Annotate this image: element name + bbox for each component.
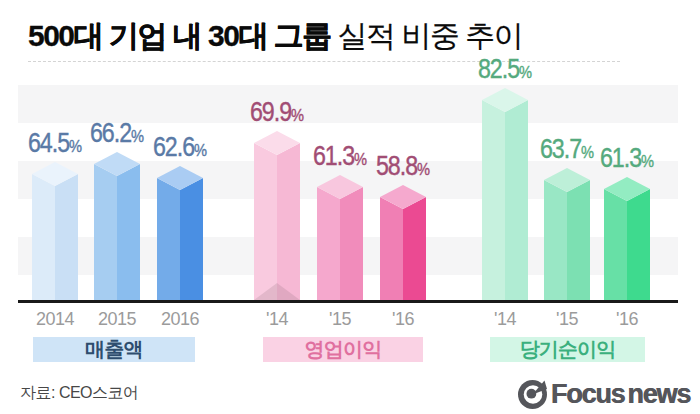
category-band-매출액: 매출액 xyxy=(33,337,195,362)
x-axis-label: 2015 xyxy=(82,309,152,330)
value-label: 62.6% xyxy=(128,134,231,164)
title-main: 500대 기업 내 30대 그룹 xyxy=(28,19,331,52)
x-axis-label: '16 xyxy=(368,309,438,330)
x-axis-label: '16 xyxy=(592,309,662,330)
infographic: 500대 기업 내 30대 그룹 실적 비중 추이 64.5%201466.2%… xyxy=(0,0,700,414)
focusnews-e-icon xyxy=(518,380,547,409)
value-label: 82.5% xyxy=(453,56,556,86)
bar-당기순이익-'16 xyxy=(604,177,650,300)
bar-당기순이익-'15 xyxy=(544,168,590,300)
category-band-당기순이익: 당기순이익 xyxy=(490,337,645,362)
bar-영업이익-'15 xyxy=(317,175,363,300)
value-label: 58.8% xyxy=(351,153,454,183)
x-axis-label: '14 xyxy=(242,309,312,330)
x-axis-label: '15 xyxy=(305,309,375,330)
value-label: 61.3% xyxy=(575,145,678,175)
chart-baseline xyxy=(18,300,678,303)
source-label: 자료: CEO스코어 xyxy=(20,383,139,404)
page-title: 500대 기업 내 30대 그룹 실적 비중 추이 xyxy=(28,16,522,57)
bar-매출액-2014 xyxy=(32,162,78,300)
x-axis-label: '14 xyxy=(470,309,540,330)
focusnews-logo-text: Focusnews xyxy=(551,379,690,410)
bar-영업이익-'16 xyxy=(380,185,426,300)
bar-매출액-2015 xyxy=(94,152,140,300)
value-label: 69.9% xyxy=(225,99,328,129)
title-sub: 실적 비중 추이 xyxy=(331,19,523,52)
x-axis-label: 2016 xyxy=(145,309,215,330)
bar-매출액-2016 xyxy=(157,166,203,300)
category-band-영업이익: 영업이익 xyxy=(263,337,423,362)
focusnews-logo: Focusnews xyxy=(518,379,690,410)
bar-당기순이익-'14 xyxy=(482,88,528,300)
x-axis-label: 2014 xyxy=(20,309,90,330)
